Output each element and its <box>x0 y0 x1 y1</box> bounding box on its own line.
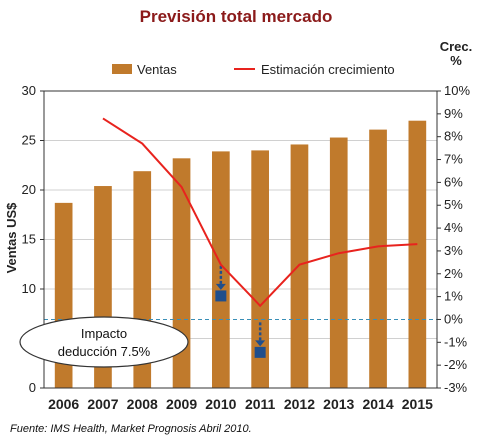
callout-bubble <box>19 316 189 368</box>
x-axis-ticks: 2006 2007 2008 2009 2010 2011 2012 2013 2014 2015 <box>48 396 433 412</box>
y2-tick-label: 10% <box>444 83 470 98</box>
y2-tick-label: 8% <box>444 129 463 144</box>
legend-label-ventas: Ventas <box>137 62 177 77</box>
x-tick-label: 2011 <box>245 396 276 412</box>
x-tick-label: 2010 <box>205 396 236 412</box>
y2-tick-label: 0% <box>444 311 463 326</box>
bar-ventas <box>369 129 387 389</box>
callout-text-line2: deducción 7.5% <box>58 344 151 359</box>
y2-axis-title-line1: Crec. <box>440 39 473 54</box>
legend-swatch-ventas <box>112 64 132 74</box>
y2-tick-label: 9% <box>444 106 463 121</box>
y2-tick-label: 2% <box>444 266 463 281</box>
x-tick-label: 2013 <box>323 396 354 412</box>
y-tick-label: 0 <box>29 380 36 395</box>
y2-tick-label: 1% <box>444 289 463 304</box>
bar-ventas <box>408 120 427 388</box>
x-tick-label: 2009 <box>166 396 197 412</box>
y2-axis-title-line2: % <box>450 53 462 68</box>
y-tick-label: 25 <box>22 133 36 148</box>
x-tick-label: 2007 <box>87 396 118 412</box>
x-tick-label: 2006 <box>48 396 79 412</box>
y-axis-title: Ventas US$ <box>4 202 19 274</box>
y2-tick-label: 4% <box>444 220 463 235</box>
legend-label-estimacion: Estimación crecimiento <box>261 62 395 77</box>
y2-tick-label: 5% <box>444 197 463 212</box>
x-tick-label: 2012 <box>284 396 315 412</box>
y-tick-label: 20 <box>22 182 36 197</box>
bar-ventas <box>212 151 230 388</box>
bar-ventas <box>290 144 309 388</box>
x-tick-label: 2015 <box>402 396 433 412</box>
marker-square <box>254 346 266 358</box>
impact-markers <box>215 265 266 358</box>
bar-series-ventas <box>54 120 427 389</box>
bar-ventas <box>329 137 348 388</box>
line-series-estimacion <box>102 117 418 308</box>
chart-title: Previsión total mercado <box>140 7 333 26</box>
y2-tick-label: -2% <box>444 357 468 372</box>
y2-tick-label: 7% <box>444 152 463 167</box>
y2-tick-label: -3% <box>444 380 468 395</box>
marker-arrow-head <box>215 283 226 290</box>
source-note: Fuente: IMS Health, Market Prognosis Abr… <box>10 423 252 435</box>
y-tick-label: 15 <box>22 232 36 247</box>
y-tick-label: 10 <box>22 281 36 296</box>
y-tick-label: 30 <box>22 83 36 98</box>
bar-ventas <box>251 150 269 388</box>
x-tick-label: 2008 <box>127 396 158 412</box>
y2-tick-label: 3% <box>444 243 463 258</box>
legend: Ventas Estimación crecimiento <box>112 62 395 77</box>
x-tick-label: 2014 <box>362 396 393 412</box>
marker-square <box>215 290 227 302</box>
y2-tick-label: -1% <box>444 334 468 349</box>
y2-axis-ticks: -3% -2% -1% 0% 1% 2% 3% 4% 5% 6% 7% 8% 9% 10% <box>437 83 470 395</box>
marker-arrow-head <box>255 340 266 347</box>
y2-tick-label: 6% <box>444 174 463 189</box>
impact-callout: Impacto deducción 7.5% <box>19 316 189 368</box>
callout-text-line1: Impacto <box>81 326 127 341</box>
